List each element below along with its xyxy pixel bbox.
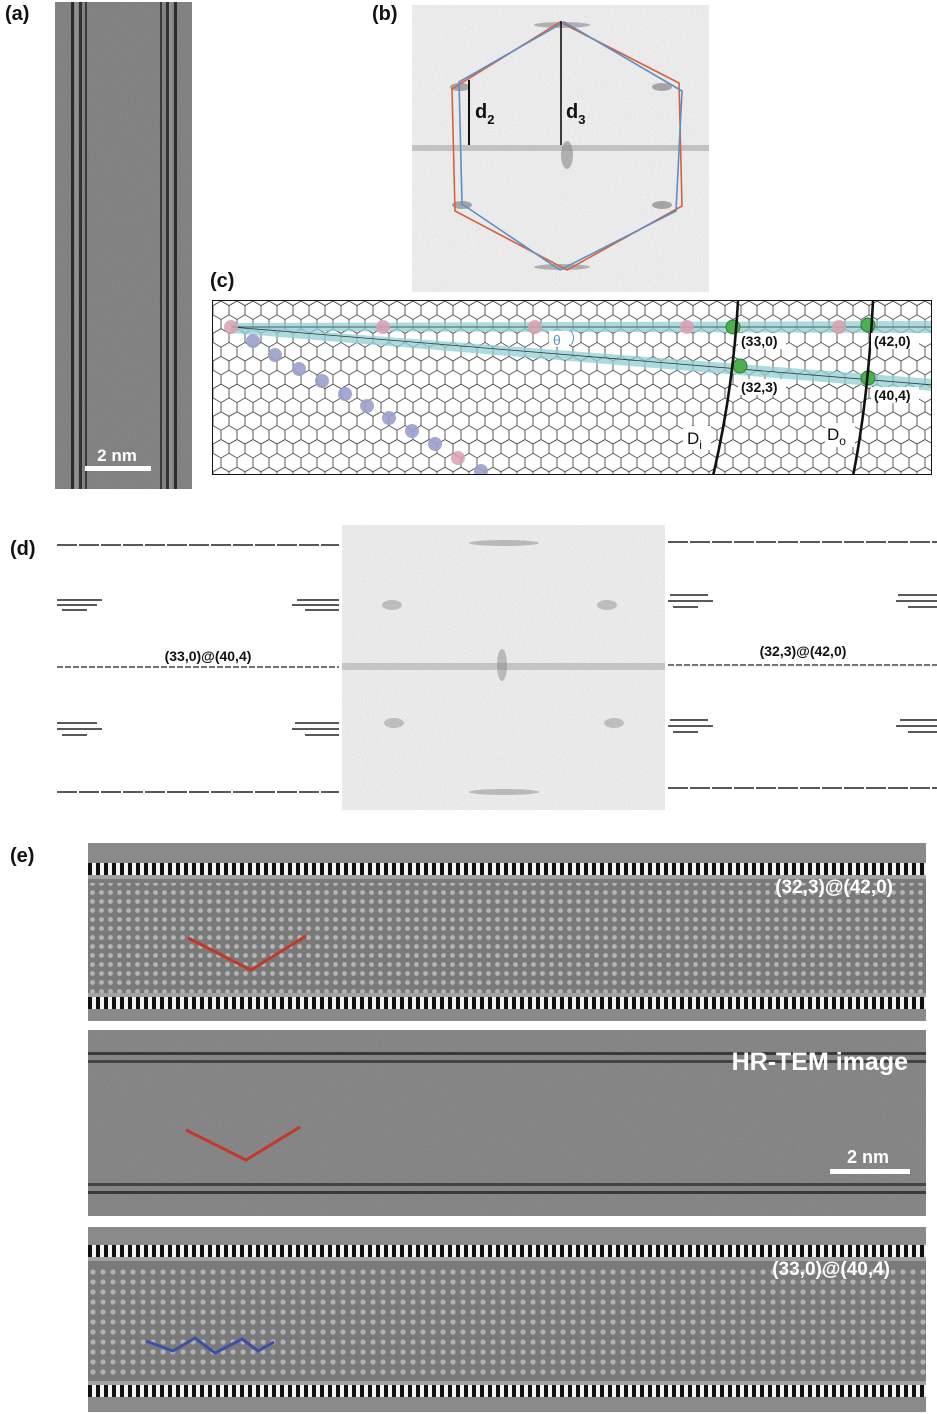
panel-d-right-simulated: (32,3)@(42,0)	[668, 530, 937, 800]
panel-e-bottom-simulated: (33,0)@(40,4)	[88, 1227, 926, 1412]
point-42-0: (42,0)	[874, 333, 911, 349]
panel-a-tem-image: 2 nm	[55, 2, 192, 489]
do-subscript: o	[839, 434, 846, 448]
panel-b-label: (b)	[372, 3, 398, 25]
svg-text:d3: d3	[566, 101, 585, 127]
svg-text:d2: d2	[475, 101, 494, 127]
panel-b-diffraction: d2 d3	[412, 5, 709, 292]
panel-d-left-caption: (33,0)@(40,4)	[165, 648, 252, 664]
panel-c-lattice: (33,0) (42,0) (32,3) (40,4) θ Di Do	[212, 300, 932, 475]
panel-e-hrtem-image: HR-TEM image 2 nm	[88, 1030, 926, 1216]
panel-a-label: (a)	[5, 3, 30, 25]
theta-label: θ	[553, 332, 561, 348]
d2-label: d	[475, 101, 487, 123]
panel-d-experimental	[342, 525, 665, 810]
panel-d-right-caption: (32,3)@(42,0)	[760, 643, 847, 659]
di-label: D	[687, 429, 699, 448]
panel-e-bottom-caption: (33,0)@(40,4)	[772, 1259, 890, 1280]
d3-label: d	[566, 101, 578, 123]
panel-e-label: (e)	[10, 845, 35, 867]
svg-text:Di: Di	[687, 429, 702, 452]
panel-e-scalebar-label: 2 nm	[847, 1147, 889, 1167]
panel-d-label: (d)	[10, 538, 36, 560]
panel-c-label: (c)	[210, 270, 235, 292]
point-32-3: (32,3)	[741, 379, 778, 395]
point-40-4: (40,4)	[874, 387, 911, 403]
panel-a-scalebar-label: 2 nm	[97, 446, 137, 465]
point-33-0: (33,0)	[741, 333, 778, 349]
d2-subscript: 2	[487, 112, 494, 127]
panel-e-middle-caption: HR-TEM image	[732, 1048, 909, 1076]
d3-subscript: 3	[578, 112, 585, 127]
svg-text:Do: Do	[827, 425, 846, 448]
panel-e-top-caption: (32,3)@(42,0)	[775, 877, 893, 898]
do-label: D	[827, 425, 839, 444]
panel-e-top-simulated: (32,3)@(42,0)	[88, 843, 926, 1021]
panel-d-left-simulated: (33,0)@(40,4)	[57, 530, 339, 800]
di-subscript: i	[699, 438, 702, 452]
